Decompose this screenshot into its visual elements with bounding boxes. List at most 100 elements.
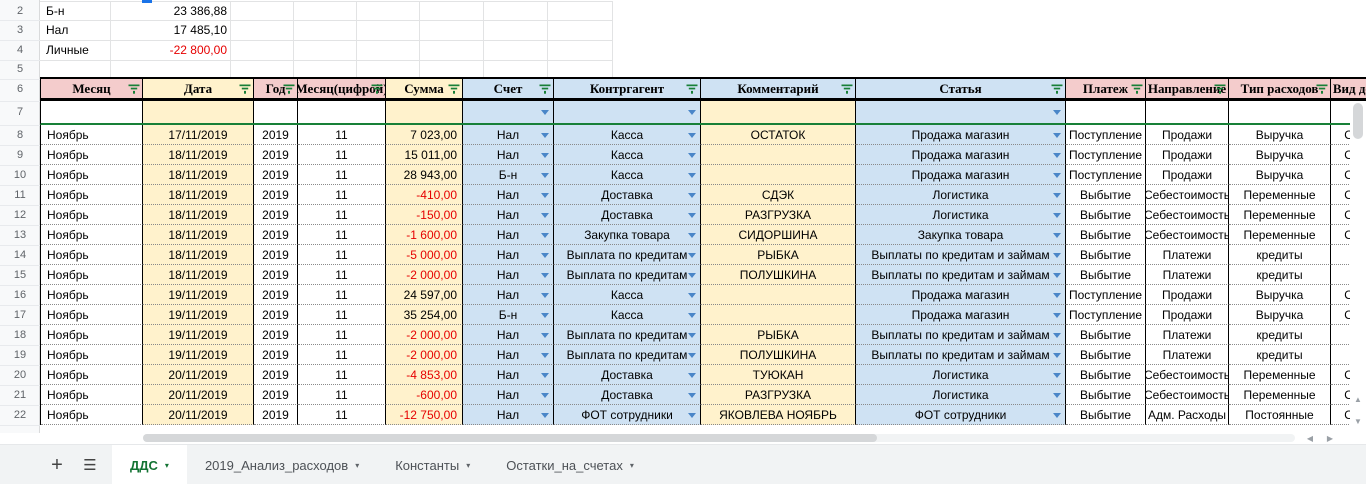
scroll-down-icon[interactable]: ▼ [1354,417,1362,426]
cell-amount[interactable]: 28 943,00 [386,165,463,185]
cell-account[interactable]: Б-н [463,305,554,325]
cell-month_num[interactable]: 11 [298,125,386,145]
cell-year[interactable]: 2019 [254,265,298,285]
cell-account[interactable]: Нал [463,325,554,345]
row-number[interactable]: 2 [16,5,24,17]
column-header-counterparty[interactable]: Контргагент [554,79,701,98]
summary-value-cell[interactable]: 17 485,10 [173,23,227,37]
cell-month[interactable]: Ноябрь [41,265,143,285]
cell-counterparty[interactable]: Доставка [554,365,701,385]
dropdown-icon[interactable] [541,132,549,138]
column-header-direction[interactable]: Направление [1146,79,1229,98]
cell-comment[interactable]: РЫБКА [701,245,856,265]
filter-icon[interactable] [1316,83,1328,94]
cell-amount[interactable]: 35 254,00 [386,305,463,325]
cell-category[interactable]: ФОТ сотрудники [856,405,1066,425]
cell-direction[interactable]: Себестоимость [1146,365,1229,385]
row-number[interactable]: 12 [13,209,27,221]
dropdown-icon[interactable] [688,232,696,238]
dropdown-icon[interactable] [541,212,549,218]
row-number[interactable]: 5 [16,63,24,75]
cell-category[interactable]: Логистика [856,365,1066,385]
cell-amount[interactable]: -12 750,00 [386,405,463,425]
cell-comment[interactable]: СДЭК [701,185,856,205]
cell-month_num[interactable]: 11 [298,185,386,205]
dropdown-icon[interactable] [541,412,549,418]
dropdown-icon[interactable] [688,110,696,115]
cell-comment[interactable]: ОСТАТОК [701,125,856,145]
dropdown-icon[interactable] [688,392,696,398]
cell-direction[interactable]: Себестоимость [1146,385,1229,405]
column-header-month[interactable]: Месяц [41,79,143,98]
cell-year[interactable]: 2019 [254,345,298,365]
chevron-down-icon[interactable]: ▾ [355,460,360,470]
dropdown-icon[interactable] [1053,292,1061,298]
chevron-down-icon[interactable]: ▾ [629,460,634,470]
cell-expense_type[interactable]: Выручка [1229,305,1331,325]
chevron-down-icon[interactable]: ▾ [164,460,169,470]
cell-counterparty[interactable]: Касса [554,305,701,325]
cell-expense_type[interactable]: Переменные [1229,185,1331,205]
cell-month[interactable]: Ноябрь [41,125,143,145]
cell-month[interactable]: Ноябрь [41,365,143,385]
cell-direction[interactable]: Платежи [1146,265,1229,285]
cell-account[interactable]: Нал [463,405,554,425]
filter-icon[interactable] [239,83,251,94]
dropdown-icon[interactable] [688,412,696,418]
dropdown-icon[interactable] [1053,312,1061,318]
cell-category[interactable]: Логистика [856,185,1066,205]
filter-icon[interactable] [283,83,295,94]
cell-comment[interactable]: ПОЛУШКИНА [701,345,856,365]
cell-amount[interactable]: -5 000,00 [386,245,463,265]
cell-year[interactable]: 2019 [254,405,298,425]
summary-label-cell[interactable]: Б-н [46,4,65,18]
dropdown-icon[interactable] [1053,132,1061,138]
row-number[interactable]: 4 [16,44,24,56]
dropdown-icon[interactable] [541,272,549,278]
chevron-down-icon[interactable]: ▾ [466,460,471,470]
cell-payment[interactable]: Выбытие [1066,185,1146,205]
cell-month[interactable]: Ноябрь [41,385,143,405]
dropdown-icon[interactable] [688,372,696,378]
cell-account[interactable]: Б-н [463,165,554,185]
row-number[interactable]: 16 [13,289,27,301]
cell-year[interactable]: 2019 [254,305,298,325]
cell-category[interactable]: Выплаты по кредитам и займам [856,345,1066,365]
dropdown-icon[interactable] [541,352,549,358]
cell-payment[interactable]: Поступление [1066,145,1146,165]
dropdown-icon[interactable] [541,172,549,178]
cell-month_num[interactable]: 11 [298,225,386,245]
cell-comment[interactable]: РАЗГРУЗКА [701,385,856,405]
cell-date[interactable]: 20/11/2019 [143,385,254,405]
row-number[interactable]: 18 [13,329,27,341]
cell-amount[interactable]: -410,00 [386,185,463,205]
cell-date[interactable]: 18/11/2019 [143,265,254,285]
dropdown-icon[interactable] [1053,212,1061,218]
row-number[interactable]: 20 [13,369,27,381]
dropdown-icon[interactable] [541,312,549,318]
cell-payment[interactable]: Поступление [1066,305,1146,325]
cell-account[interactable]: Нал [463,285,554,305]
cell-month_num[interactable]: 11 [298,365,386,385]
cell-expense_type[interactable] [1229,101,1331,123]
cell-date[interactable]: 19/11/2019 [143,345,254,365]
cell-comment[interactable] [701,285,856,305]
cell-year[interactable]: 2019 [254,365,298,385]
cell-counterparty[interactable]: Касса [554,165,701,185]
cell-amount[interactable]: -1 600,00 [386,225,463,245]
dropdown-icon[interactable] [541,192,549,198]
cell-amount[interactable]: -600,00 [386,385,463,405]
cell-month_num[interactable] [298,101,386,123]
row-number[interactable]: 6 [16,83,24,95]
cell-payment[interactable]: Выбытие [1066,225,1146,245]
cell-month[interactable]: Ноябрь [41,345,143,365]
cell-comment[interactable]: ПОЛУШКИНА [701,265,856,285]
filter-icon[interactable] [841,83,853,94]
dropdown-icon[interactable] [541,110,549,115]
cell-direction[interactable]: Себестоимость [1146,185,1229,205]
dropdown-icon[interactable] [1053,252,1061,258]
cell-payment[interactable] [1066,101,1146,123]
cell-account[interactable]: Нал [463,345,554,365]
cell-direction[interactable]: Платежи [1146,345,1229,365]
row-number[interactable]: 15 [13,269,27,281]
